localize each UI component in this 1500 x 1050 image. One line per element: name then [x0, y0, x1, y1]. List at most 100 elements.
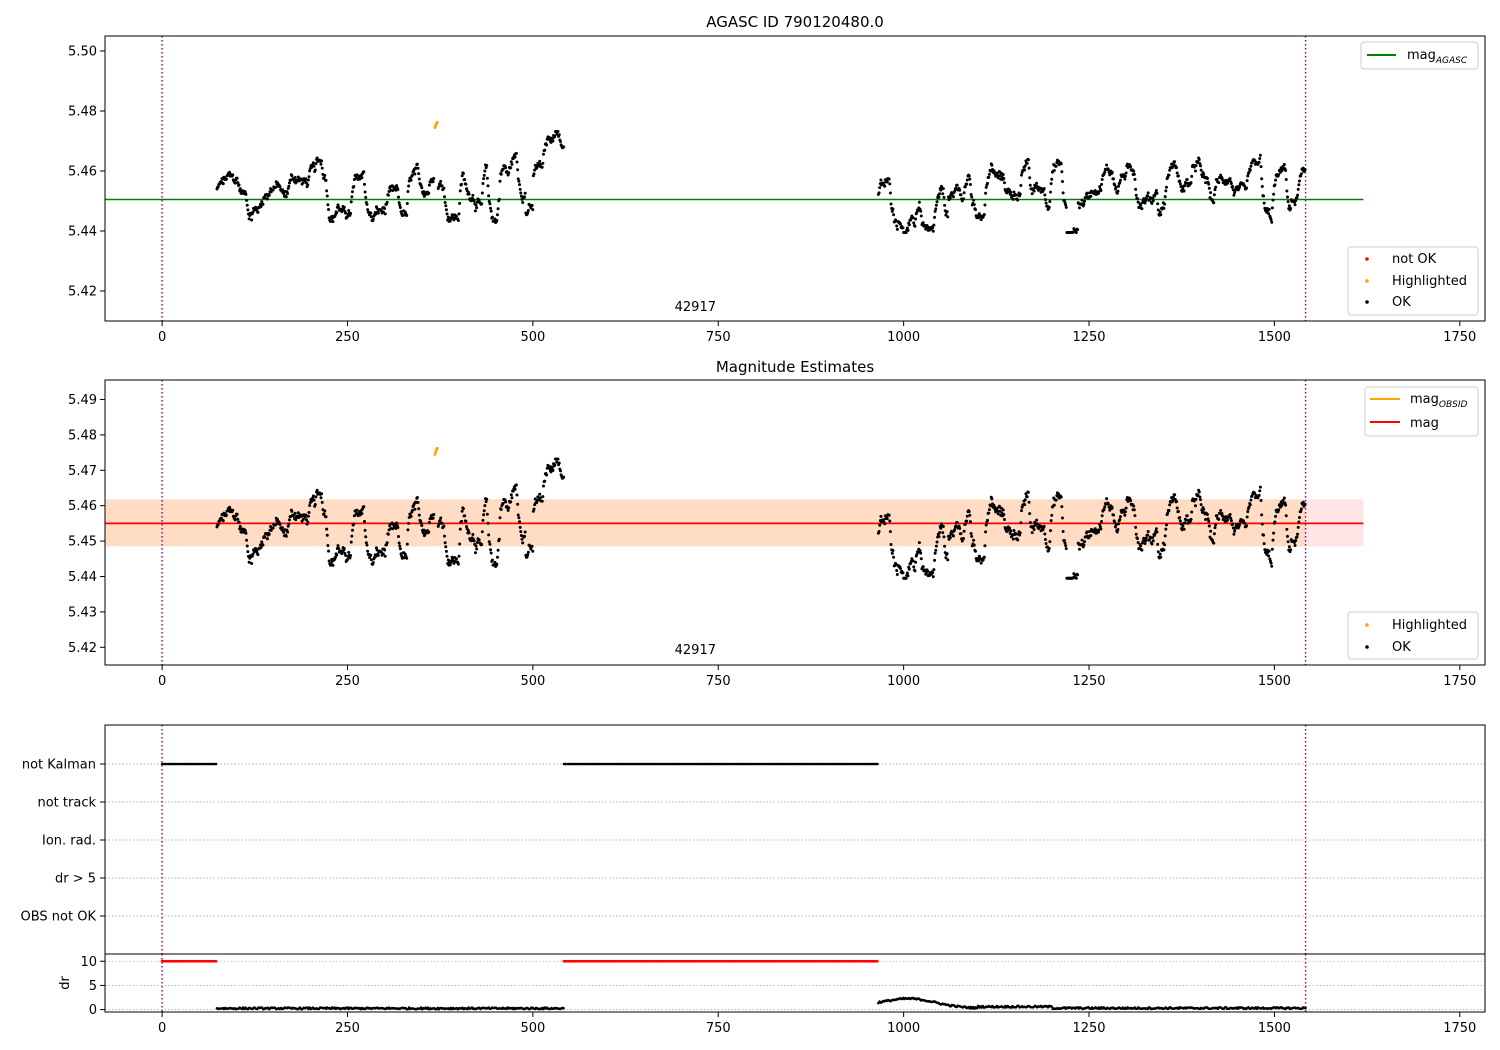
panel-magnitude-plot-area — [105, 380, 1364, 665]
ok-point — [879, 514, 883, 518]
ok-point — [415, 496, 419, 500]
ok-point — [1167, 509, 1171, 513]
ok-point — [431, 516, 435, 520]
panel-agasc-title: AGASC ID 790120480.0 — [706, 13, 884, 31]
ok-point — [398, 205, 402, 209]
ok-point — [516, 177, 520, 181]
ok-point — [1262, 542, 1266, 546]
ok-point — [1102, 507, 1106, 511]
ok-point — [475, 200, 479, 204]
ok-point — [485, 164, 489, 167]
ok-point — [1134, 193, 1138, 197]
ok-point — [437, 185, 441, 189]
ok-point — [901, 226, 905, 230]
ok-point — [304, 177, 308, 181]
y-tick-label: 5.43 — [68, 605, 97, 620]
ok-point — [236, 517, 240, 521]
ok-point — [906, 228, 910, 232]
ok-point — [1043, 532, 1047, 536]
ok-point — [362, 182, 366, 186]
ok-point — [1008, 526, 1012, 530]
ok-point — [306, 514, 310, 518]
ok-point — [311, 494, 315, 498]
legend-box — [1360, 41, 1479, 70]
ok-point — [397, 541, 401, 545]
ok-point — [443, 195, 447, 199]
ok-point — [405, 542, 409, 546]
ok-point — [987, 508, 991, 512]
ok-point — [416, 500, 420, 504]
ok-point — [480, 191, 484, 195]
ok-point — [1212, 532, 1216, 536]
ok-point — [877, 191, 881, 195]
ok-point — [1143, 201, 1147, 205]
ok-point — [327, 216, 331, 220]
ok-point — [941, 531, 945, 535]
ok-point — [233, 181, 237, 185]
ok-point — [1064, 203, 1068, 207]
x-tick-label: 1750 — [1443, 674, 1476, 689]
ok-point — [518, 525, 522, 529]
ok-point — [247, 560, 251, 564]
ok-point — [1098, 525, 1102, 529]
ok-point — [437, 522, 441, 526]
ok-point — [1123, 177, 1127, 181]
ok-point — [467, 531, 471, 535]
ok-point — [1028, 176, 1032, 180]
ok-point — [933, 209, 937, 213]
ok-point — [286, 191, 290, 195]
ok-point — [487, 533, 491, 537]
legend-box — [1347, 611, 1479, 660]
ok-point — [396, 187, 400, 191]
panel-agasc-plot-area — [105, 36, 1364, 321]
ok-point — [281, 188, 285, 192]
ok-point — [963, 185, 967, 189]
ok-point — [943, 544, 947, 548]
ok-point — [498, 516, 502, 520]
ok-point — [1027, 500, 1031, 504]
ok-point — [364, 195, 368, 199]
ok-point — [475, 540, 479, 544]
ok-point — [254, 547, 258, 551]
ok-point — [1213, 526, 1217, 530]
ok-point — [1144, 197, 1148, 200]
ok-point — [934, 544, 938, 548]
ok-point — [457, 554, 461, 558]
ok-point — [383, 554, 387, 558]
ok-point — [1049, 519, 1053, 523]
ok-point — [1064, 547, 1068, 551]
legend-highlighted-label: Highlighted — [1392, 618, 1467, 633]
ok-point — [221, 182, 225, 186]
ok-point — [1064, 544, 1068, 548]
ok-point — [1123, 513, 1127, 517]
ok-point — [955, 521, 959, 525]
ok-point — [1206, 517, 1210, 521]
ok-point — [304, 518, 308, 522]
ok-point — [246, 208, 250, 212]
ok-point — [517, 179, 521, 183]
x-tick-label: 1250 — [1072, 1021, 1105, 1036]
ok-point — [1226, 181, 1230, 185]
ok-point — [531, 549, 535, 553]
ok-point — [932, 568, 936, 572]
ok-point — [1009, 190, 1013, 194]
ok-point — [1008, 188, 1012, 192]
ok-point — [965, 519, 969, 523]
ok-point — [294, 181, 298, 185]
ok-point — [1093, 527, 1097, 531]
ok-point — [1144, 536, 1148, 540]
ok-point — [545, 143, 549, 147]
ok-point — [261, 202, 265, 206]
ok-point — [1285, 527, 1289, 531]
panel-dr-plot-area — [105, 954, 1485, 1012]
x-tick-label: 1000 — [887, 330, 920, 345]
dr-point — [1050, 1005, 1053, 1008]
ok-point — [443, 541, 447, 545]
dr-clipped-point — [875, 959, 879, 963]
ok-point — [324, 515, 328, 519]
ok-point — [1103, 505, 1107, 509]
ok-point — [472, 199, 476, 203]
ok-point — [464, 182, 468, 186]
ok-point — [267, 193, 271, 197]
ok-point — [1270, 220, 1274, 224]
